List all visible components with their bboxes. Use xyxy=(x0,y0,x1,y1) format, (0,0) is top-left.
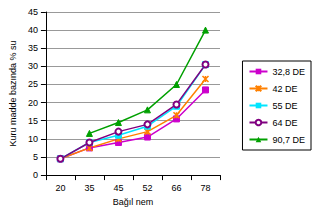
svg-text:52: 52 xyxy=(142,183,152,193)
svg-text:5: 5 xyxy=(33,152,38,162)
svg-text:30: 30 xyxy=(28,61,38,71)
svg-text:10: 10 xyxy=(28,134,38,144)
svg-text:55 DE: 55 DE xyxy=(272,101,297,111)
svg-text:45: 45 xyxy=(113,183,123,193)
svg-text:66: 66 xyxy=(171,183,181,193)
svg-text:32,8 DE: 32,8 DE xyxy=(272,67,305,77)
svg-text:78: 78 xyxy=(200,183,210,193)
svg-text:25: 25 xyxy=(28,79,38,89)
svg-text:64 DE: 64 DE xyxy=(272,118,297,128)
svg-text:45: 45 xyxy=(28,7,38,17)
svg-text:42 DE: 42 DE xyxy=(272,84,297,94)
svg-text:35: 35 xyxy=(28,43,38,53)
svg-text:Kuru madde bazında % su: Kuru madde bazında % su xyxy=(8,41,18,147)
svg-text:40: 40 xyxy=(28,25,38,35)
svg-text:20: 20 xyxy=(28,98,38,108)
svg-text:90,7 DE: 90,7 DE xyxy=(272,135,305,145)
svg-text:Bağıl nem: Bağıl nem xyxy=(113,197,154,207)
svg-text:20: 20 xyxy=(55,183,65,193)
svg-text:35: 35 xyxy=(84,183,94,193)
svg-text:15: 15 xyxy=(28,116,38,126)
svg-text:0: 0 xyxy=(33,170,38,180)
